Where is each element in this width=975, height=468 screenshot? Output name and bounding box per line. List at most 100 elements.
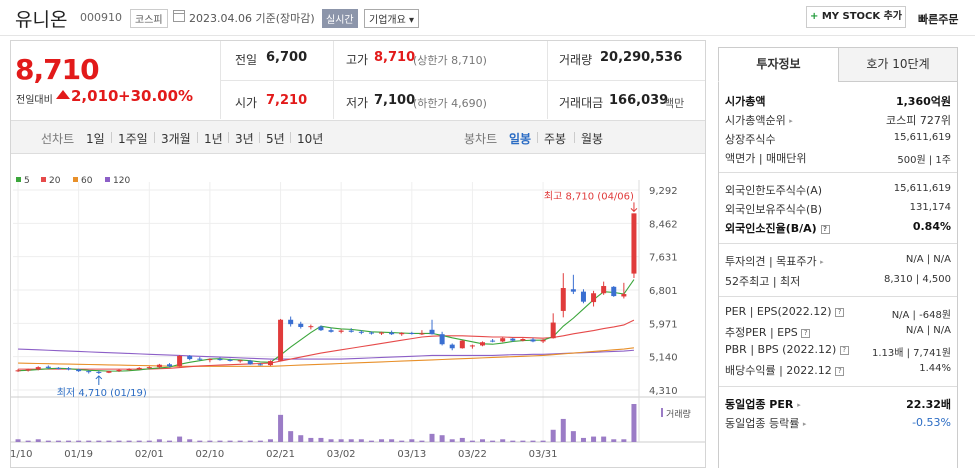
volume-bar (15, 439, 21, 442)
y-tick-label: 7,631 (649, 253, 678, 264)
volume-bar (308, 437, 314, 442)
period-5year[interactable]: 5년 (266, 132, 285, 146)
line-chart-tab[interactable]: 선차트 (41, 132, 75, 146)
candle-body (631, 213, 637, 274)
moving-average-ma5 (18, 279, 635, 372)
divider (537, 132, 538, 143)
divider (197, 132, 198, 143)
est-per-eps-value: N/A | N/A (905, 325, 951, 336)
period-3month[interactable]: 3개월 (161, 132, 191, 146)
candle-body (389, 332, 395, 335)
candle-daily-tab[interactable]: 일봉 (509, 132, 532, 146)
volume-bar (439, 435, 445, 442)
volume-bar (399, 440, 405, 442)
divider (220, 41, 221, 119)
candle-body (510, 338, 516, 341)
quick-order-link[interactable]: 빠른주문 (918, 13, 959, 26)
moving-average-ma20 (18, 319, 635, 370)
candle-body (288, 319, 294, 325)
y-tick-label: 5,140 (649, 353, 678, 364)
max-price-label: 최고 8,710 (04/06) (544, 190, 634, 202)
candle-monthly-tab[interactable]: 월봉 (581, 132, 604, 146)
tab-invest-info[interactable]: 투자정보 (718, 47, 839, 82)
volume-bar (227, 440, 233, 442)
volume-bar (156, 439, 162, 442)
divider (719, 172, 957, 173)
candle-body (338, 330, 344, 332)
opinion-value: N/A | N/A (905, 254, 951, 265)
date-text: 2023.04.06 기준(장마감) (189, 12, 315, 25)
invest-info-panel (718, 82, 958, 468)
volume-label: 거래량 (666, 408, 691, 420)
candle-body (146, 367, 152, 369)
foreign-rate-text: 외국인소진율(B/A) (725, 222, 817, 235)
candle-body (106, 371, 112, 373)
x-tick-label: 03/13 (397, 449, 426, 460)
per-eps-value: N/A | -648원 (891, 310, 951, 321)
candle-body (540, 339, 546, 342)
volume-bar (318, 437, 324, 442)
candle-body (490, 340, 496, 342)
price-diff-label: 전일대비 (16, 95, 53, 106)
company-info-dropdown[interactable]: 기업개요 ▾ (364, 9, 419, 28)
market-cap-rank-value: 코스피 727위 (886, 114, 951, 127)
tab-orderbook[interactable]: 호가 10단계 (838, 47, 958, 82)
volume-bar (520, 440, 526, 442)
add-mystock-button[interactable]: + MY STOCK 추가 (806, 6, 906, 28)
volume-bar (126, 440, 132, 442)
period-1day[interactable]: 1일 (86, 132, 105, 146)
help-icon[interactable]: ? (820, 224, 830, 234)
candle-body (459, 340, 465, 349)
divider (221, 80, 705, 81)
open-label: 시가 (235, 96, 258, 110)
open-value: 7,210 (266, 93, 308, 108)
legend-swatch-20 (41, 177, 46, 182)
candle-body (66, 368, 72, 370)
realtime-button[interactable]: 실시간 (322, 9, 358, 28)
min-price-label: 최저 4,710 (01/19) (57, 387, 147, 399)
x-tick-label: 02/01 (135, 449, 164, 460)
candle-body (86, 371, 92, 373)
volume-bar (237, 440, 243, 442)
help-icon[interactable]: ? (835, 307, 845, 317)
candle-body (439, 334, 445, 345)
foreign-holding-label: 외국인보유주식수(B) (725, 203, 823, 216)
x-tick-label: 01/19 (64, 449, 93, 460)
candlestick-chart[interactable]: 5 20 60 120 9,292 8,462 7,631 6,801 5,971 5,140 4,… (11, 170, 705, 466)
candle-weekly-tab[interactable]: 주봉 (544, 132, 567, 146)
help-icon[interactable]: ? (801, 328, 811, 338)
volume-bar (500, 439, 506, 442)
foreign-limit-label: 외국인한도주식수(A) (725, 184, 823, 197)
week52-value: 8,310 | 4,500 (884, 274, 951, 285)
candle-body (560, 288, 566, 311)
volume-bar (580, 437, 586, 442)
candle-body (358, 331, 364, 333)
dividend-label: 배당수익률 | 2022.12 ? (725, 362, 845, 378)
volume-bar (338, 439, 344, 442)
volume-bar (621, 439, 627, 442)
calendar-icon (173, 10, 185, 22)
period-10year[interactable]: 10년 (297, 132, 324, 146)
candle-body (530, 339, 536, 342)
volume-bar (631, 404, 637, 442)
volume-bar (146, 440, 152, 442)
volume-bar (177, 436, 183, 442)
sector-rate-label: 동일업종 등락률 ▸ (725, 415, 806, 431)
period-1week[interactable]: 1주일 (118, 132, 148, 146)
period-3year[interactable]: 3년 (235, 132, 254, 146)
volume-bar (591, 436, 597, 442)
pbr-bps-label: PBR | BPS (2022.12) ? (725, 343, 849, 356)
candle-body (177, 355, 183, 367)
price-diff: 2,010 (71, 87, 119, 105)
period-1year[interactable]: 1년 (204, 132, 223, 146)
opinion-text: 투자의견 | 목표주가 (725, 255, 817, 268)
candle-body (368, 332, 374, 334)
help-icon[interactable]: ? (835, 366, 845, 376)
candle-body (348, 330, 354, 332)
market-cap-label: 시가총액 (725, 95, 766, 108)
help-icon[interactable]: ? (839, 345, 849, 355)
plus-icon: + (809, 11, 822, 22)
x-tick-label: 03/31 (529, 449, 558, 460)
listed-shares-label: 상장주식수 (725, 133, 776, 146)
dividend-value: 1.44% (919, 363, 951, 374)
